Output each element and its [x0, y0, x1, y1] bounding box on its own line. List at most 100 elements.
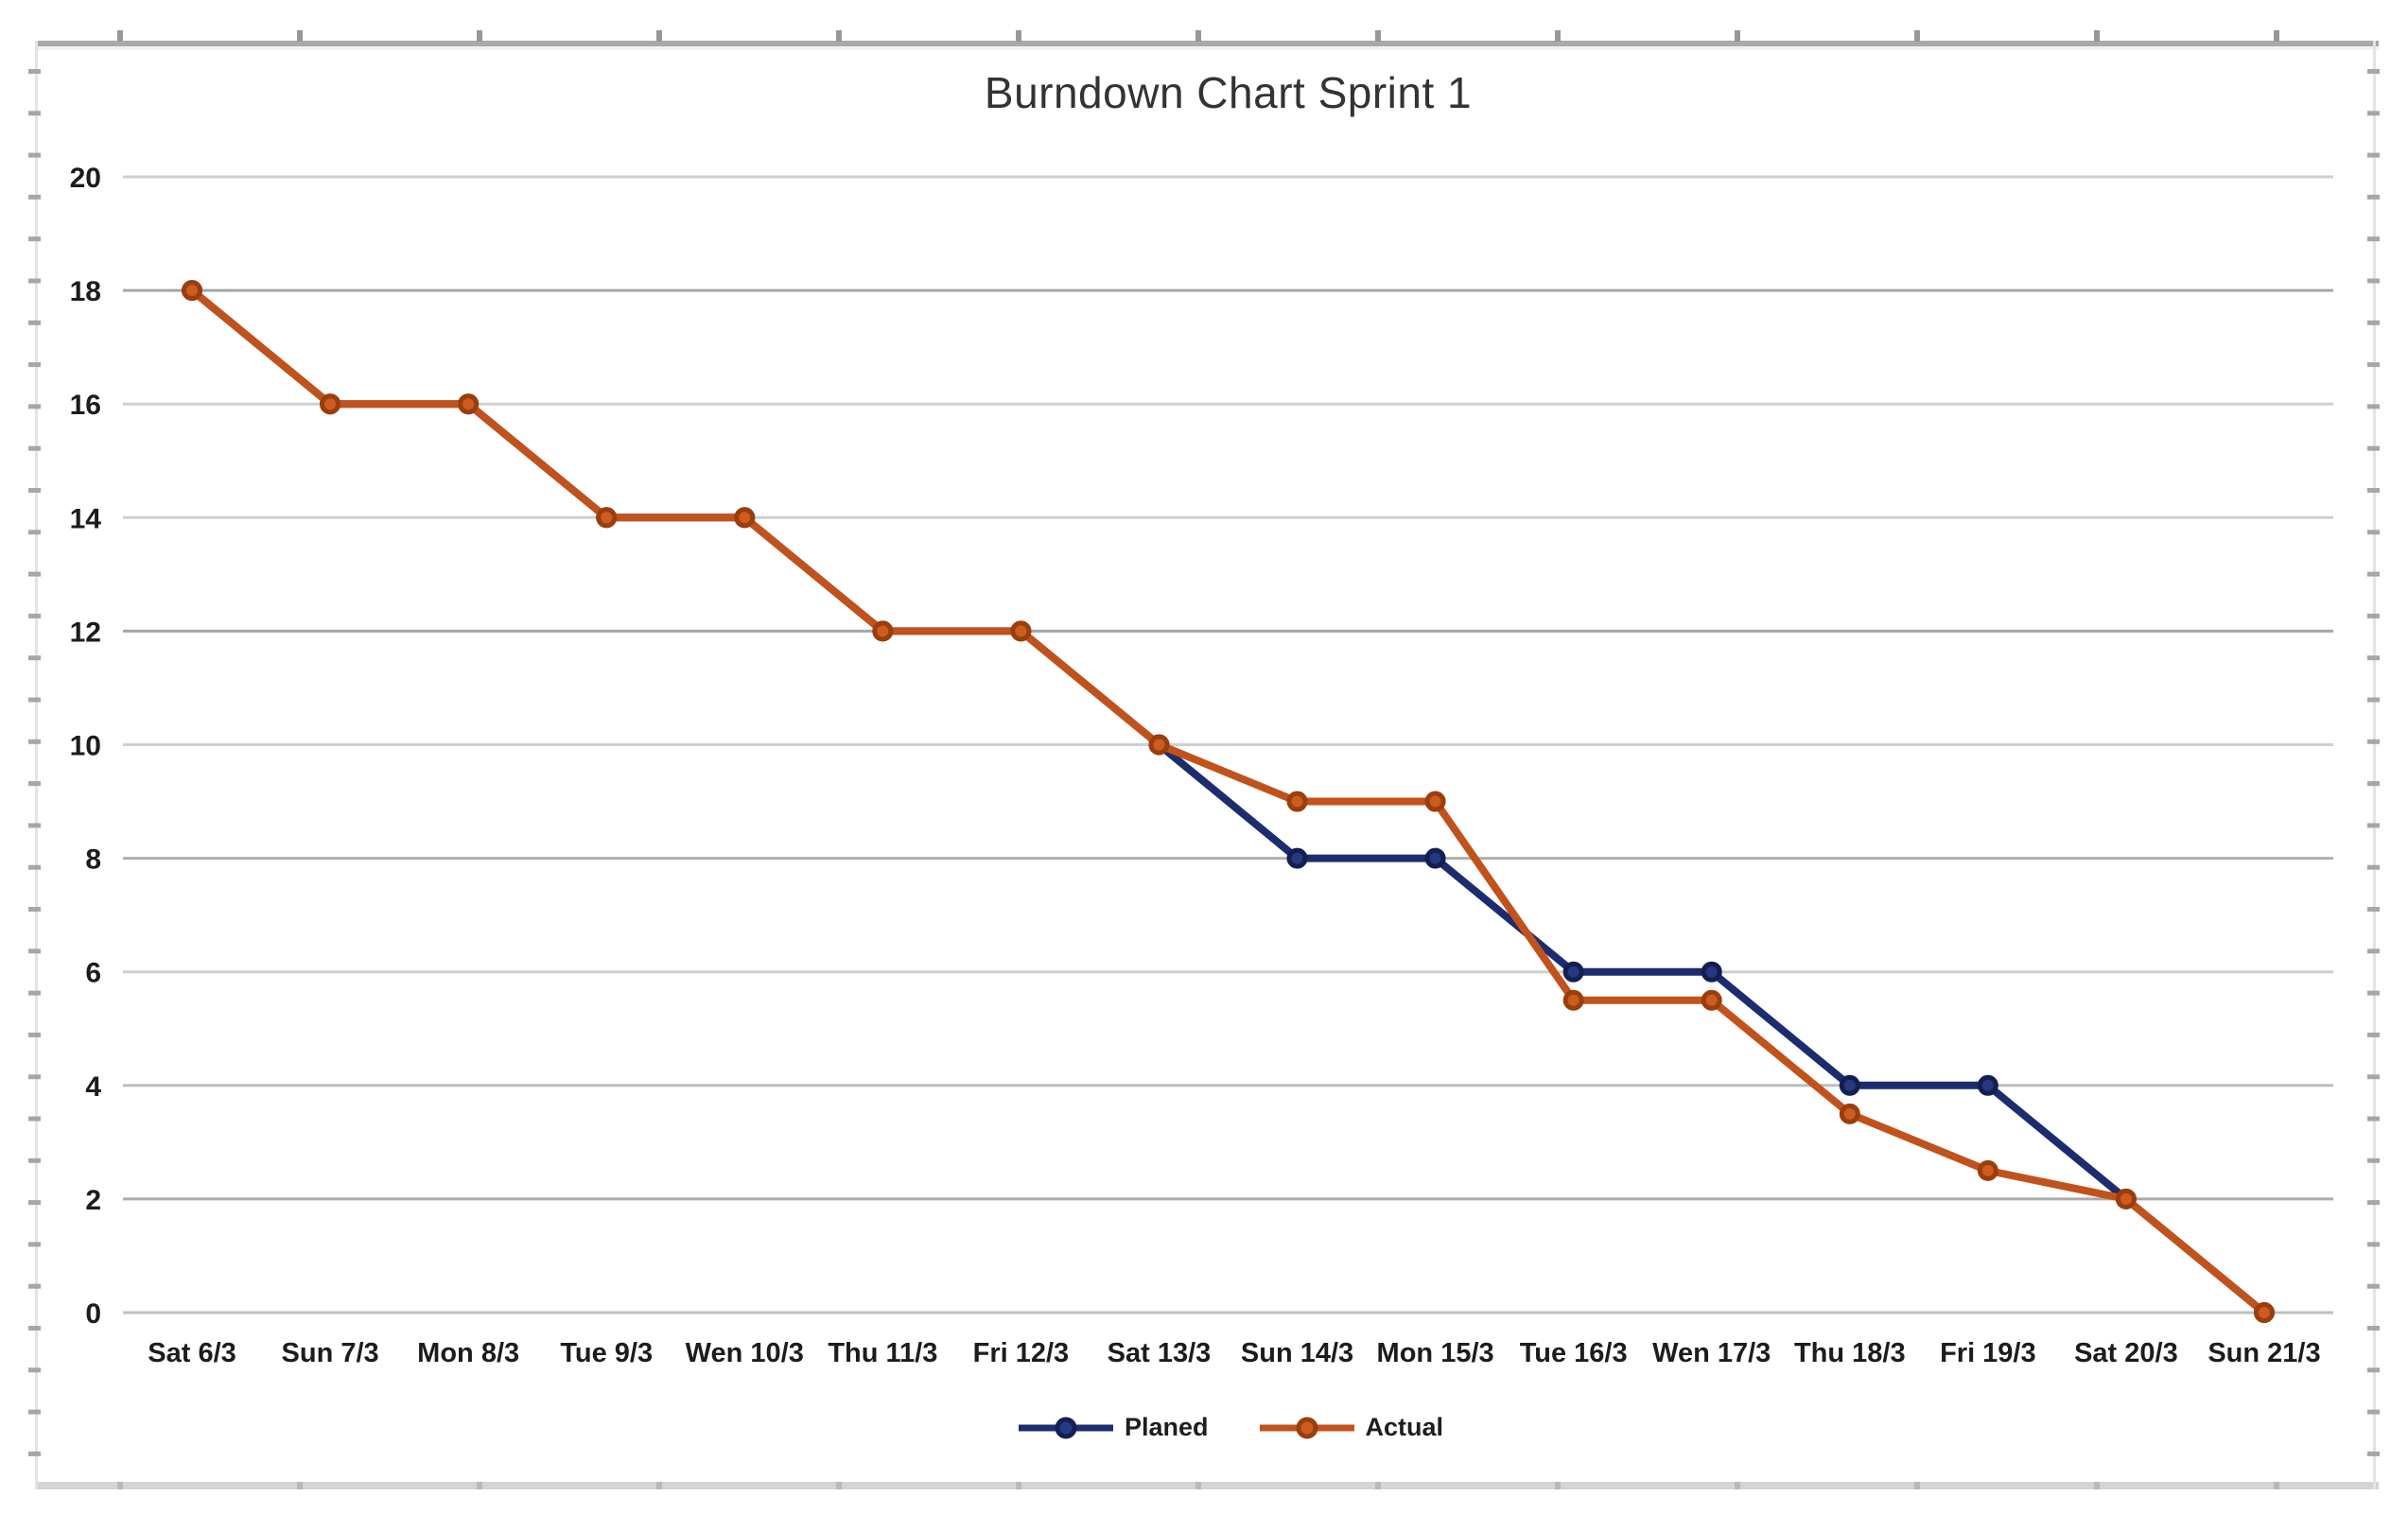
series-planed-marker	[1286, 847, 1308, 869]
frame-left-tick	[28, 781, 41, 787]
x-axis-label: Thu 18/3	[1794, 1338, 1906, 1368]
frame-top-tick	[2274, 30, 2279, 42]
frame-bottom-tick	[656, 1482, 662, 1489]
frame-bottom-tick	[1555, 1482, 1561, 1489]
frame-bottom-tick	[477, 1482, 482, 1489]
frame-left-tick	[28, 1326, 41, 1331]
x-axis-label: Wen 17/3	[1652, 1338, 1771, 1368]
frame-left-tick	[28, 948, 41, 954]
y-axis-label: 8	[85, 844, 101, 876]
frame-right-tick	[2367, 362, 2380, 368]
frame-left-tick	[28, 152, 41, 158]
series-actual-marker	[2115, 1188, 2137, 1209]
frame-right-tick	[2367, 1116, 2380, 1122]
x-axis-label: Tue 16/3	[1520, 1338, 1628, 1368]
frame-top-bar	[38, 41, 2379, 46]
frame-left-tick	[28, 907, 41, 912]
frame-right-tick	[2367, 69, 2380, 74]
frame-bottom-tick	[1375, 1482, 1381, 1489]
frame-right-tick	[2367, 404, 2380, 409]
frame-right-tick	[2367, 948, 2380, 954]
frame-left-tick	[28, 111, 41, 116]
frame-bottom-tick	[117, 1482, 123, 1489]
frame-left-tick	[28, 69, 41, 74]
frame-right-tick	[2367, 1200, 2380, 1206]
frame-left-tick	[28, 362, 41, 368]
series-actual-marker	[2253, 1302, 2275, 1323]
frame-top-tick	[656, 30, 662, 42]
x-axis-label: Mon 15/3	[1377, 1338, 1494, 1368]
series-planed-marker	[1562, 961, 1584, 983]
y-axis-label: 16	[70, 390, 101, 421]
frame-right-tick	[2367, 990, 2380, 996]
series-actual-marker	[320, 393, 341, 415]
frame-right-tick	[2367, 111, 2380, 116]
x-axis-label: Mon 8/3	[417, 1338, 519, 1368]
frame-top-shade	[38, 46, 2379, 50]
legend-item-actual: Actual	[1254, 1413, 1444, 1442]
y-axis-label: 20	[70, 163, 101, 194]
frame-right-tick	[2367, 697, 2380, 703]
frame-right-tick	[2367, 1326, 2380, 1331]
frame-right-tick	[2367, 530, 2380, 535]
legend-label-planed: Planed	[1124, 1413, 1209, 1441]
frame-left-tick	[28, 530, 41, 535]
frame-left-tick	[28, 236, 41, 242]
frame-bottom-tick	[1914, 1482, 1920, 1489]
series-actual-marker	[1977, 1159, 1998, 1181]
frame-right-tick	[2367, 571, 2380, 577]
x-axis-label: Thu 11/3	[828, 1338, 937, 1368]
frame-bottom-tick	[2094, 1482, 2100, 1489]
frame-top-tick	[1375, 30, 1381, 42]
y-axis-label: 6	[85, 958, 101, 989]
frame-left-tick	[28, 697, 41, 703]
series-actual-marker	[1286, 791, 1308, 812]
frame-left-tick	[28, 1367, 41, 1373]
frame-top-tick	[1555, 30, 1561, 42]
frame-right-tick	[2367, 488, 2380, 493]
series-actual-marker	[1839, 1103, 1860, 1124]
series-planed-marker	[1839, 1074, 1860, 1096]
series-actual-line	[188, 287, 2268, 1316]
frame-left-tick	[28, 739, 41, 744]
frame-top-tick	[1735, 30, 1740, 42]
frame-right-tick	[2367, 445, 2380, 451]
frame-right-tick	[2367, 739, 2380, 744]
chart-title: Burndown Chart Sprint 1	[984, 68, 1473, 117]
series-actual-marker	[596, 507, 618, 529]
x-axis-label: Sun 14/3	[1241, 1338, 1353, 1368]
legend-item-planed: Planed	[1013, 1413, 1209, 1442]
series-actual-marker	[458, 393, 480, 415]
frame-right-tick	[2367, 1032, 2380, 1037]
x-axis-label: Tue 9/3	[560, 1338, 653, 1368]
frame-left-tick	[28, 1242, 41, 1247]
legend-line-marker-icon	[1259, 1417, 1354, 1438]
frame-left-tick	[28, 823, 41, 828]
frame-left-tick	[28, 1283, 41, 1289]
frame-right-tick	[2367, 278, 2380, 284]
x-axis-label: Sun 21/3	[2207, 1338, 2320, 1368]
y-axis-label: 18	[70, 276, 101, 307]
frame-right-tick	[2367, 823, 2380, 828]
frame-bottom-tick	[2274, 1482, 2279, 1489]
frame-right-tick	[2367, 1409, 2380, 1415]
frame-top-tick	[2094, 30, 2100, 42]
series-planed-marker	[1977, 1074, 1998, 1096]
frame-left-tick	[28, 194, 41, 200]
frame-top-tick	[1016, 30, 1021, 42]
series-actual-marker	[1148, 734, 1170, 756]
frame-left-tick	[28, 990, 41, 996]
x-axis-label: Sat 13/3	[1108, 1338, 1212, 1368]
frame-right-tick	[2367, 907, 2380, 912]
frame-left-tick	[28, 1074, 41, 1080]
series-actual-marker	[1562, 989, 1584, 1011]
x-axis-label: Wen 10/3	[686, 1338, 804, 1368]
series-planed-marker	[1701, 961, 1722, 983]
legend-line-marker-icon	[1018, 1417, 1113, 1438]
y-axis-label: 12	[70, 617, 101, 648]
y-axis-label: 10	[70, 731, 101, 762]
frame-left-tick	[28, 1451, 41, 1456]
legend-label-actual: Actual	[1365, 1413, 1444, 1441]
